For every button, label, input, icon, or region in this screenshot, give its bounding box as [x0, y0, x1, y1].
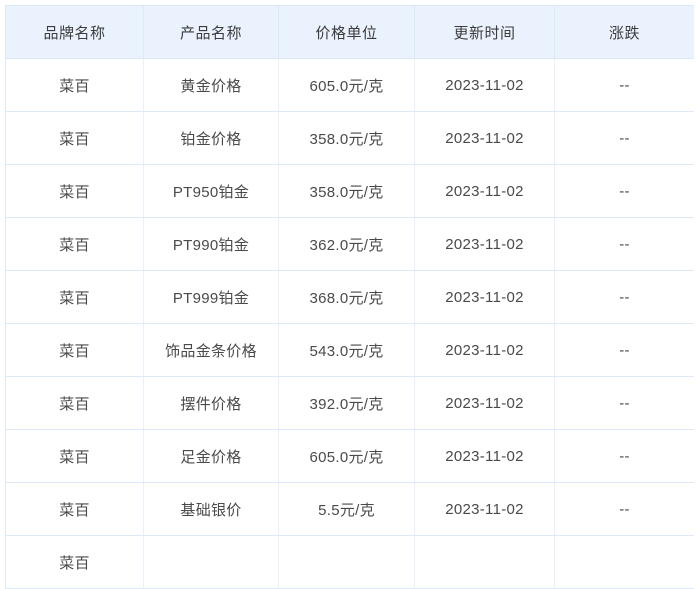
cell-update-time: 2023-11-02: [414, 217, 555, 271]
cell-product: 基础银价: [143, 482, 279, 536]
cell-brand: 菜百: [5, 164, 144, 218]
cell-brand: 菜百: [5, 535, 144, 589]
cell-product: 铂金价格: [143, 111, 279, 165]
table-row[interactable]: 菜百 铂金价格 358.0元/克 2023-11-02 --: [5, 111, 694, 165]
cell-price: [278, 535, 415, 589]
cell-price: 368.0元/克: [278, 270, 415, 324]
cell-change: --: [554, 58, 694, 112]
cell-update-time: 2023-11-02: [414, 270, 555, 324]
cell-change: --: [554, 111, 694, 165]
table-body: 菜百 黄金价格 605.0元/克 2023-11-02 -- 菜百 铂金价格 358.0元/克…: [5, 58, 694, 589]
cell-brand: 菜百: [5, 270, 144, 324]
gold-price-table: 品牌名称 产品名称 价格单位 更新时间 涨跌 菜百 黄金价格 605.0元/克 202…: [5, 5, 694, 589]
column-header-product[interactable]: 产品名称: [143, 5, 279, 59]
cell-product: PT999铂金: [143, 270, 279, 324]
table-row[interactable]: 菜百 基础银价 5.5元/克 2023-11-02 --: [5, 482, 694, 536]
cell-change: --: [554, 429, 694, 483]
cell-price: 543.0元/克: [278, 323, 415, 377]
cell-update-time: [414, 535, 555, 589]
cell-price: 358.0元/克: [278, 164, 415, 218]
cell-brand: 菜百: [5, 58, 144, 112]
cell-product: 黄金价格: [143, 58, 279, 112]
cell-brand: 菜百: [5, 429, 144, 483]
cell-brand: 菜百: [5, 323, 144, 377]
cell-price: 392.0元/克: [278, 376, 415, 430]
price-table-container: 品牌名称 产品名称 价格单位 更新时间 涨跌 菜百 黄金价格 605.0元/克 202…: [5, 5, 694, 589]
cell-update-time: 2023-11-02: [414, 482, 555, 536]
cell-price: 362.0元/克: [278, 217, 415, 271]
column-header-price[interactable]: 价格单位: [278, 5, 415, 59]
cell-price: 358.0元/克: [278, 111, 415, 165]
table-row[interactable]: 菜百 摆件价格 392.0元/克 2023-11-02 --: [5, 376, 694, 430]
cell-update-time: 2023-11-02: [414, 323, 555, 377]
cell-change: --: [554, 376, 694, 430]
table-header: 品牌名称 产品名称 价格单位 更新时间 涨跌: [5, 5, 694, 59]
column-header-brand[interactable]: 品牌名称: [5, 5, 144, 59]
table-row[interactable]: 菜百 黄金价格 605.0元/克 2023-11-02 --: [5, 58, 694, 112]
cell-price: 5.5元/克: [278, 482, 415, 536]
cell-update-time: 2023-11-02: [414, 164, 555, 218]
cell-update-time: 2023-11-02: [414, 111, 555, 165]
cell-update-time: 2023-11-02: [414, 376, 555, 430]
cell-update-time: 2023-11-02: [414, 58, 555, 112]
cell-brand: 菜百: [5, 376, 144, 430]
cell-brand: 菜百: [5, 111, 144, 165]
table-row[interactable]: 菜百 PT999铂金 368.0元/克 2023-11-02 --: [5, 270, 694, 324]
cell-change: --: [554, 482, 694, 536]
cell-change: --: [554, 323, 694, 377]
cell-price: 605.0元/克: [278, 429, 415, 483]
cell-change: --: [554, 217, 694, 271]
cell-change: --: [554, 164, 694, 218]
table-header-row: 品牌名称 产品名称 价格单位 更新时间 涨跌: [5, 5, 694, 59]
cell-product: 足金价格: [143, 429, 279, 483]
column-header-change[interactable]: 涨跌: [554, 5, 694, 59]
cell-brand: 菜百: [5, 482, 144, 536]
cell-product: PT990铂金: [143, 217, 279, 271]
cell-product: 饰品金条价格: [143, 323, 279, 377]
cell-price: 605.0元/克: [278, 58, 415, 112]
table-row[interactable]: 菜百 饰品金条价格 543.0元/克 2023-11-02 --: [5, 323, 694, 377]
table-row[interactable]: 菜百 足金价格 605.0元/克 2023-11-02 --: [5, 429, 694, 483]
table-row[interactable]: 菜百: [5, 535, 694, 589]
column-header-updated[interactable]: 更新时间: [414, 5, 555, 59]
table-row[interactable]: 菜百 PT990铂金 362.0元/克 2023-11-02 --: [5, 217, 694, 271]
cell-brand: 菜百: [5, 217, 144, 271]
cell-product: [143, 535, 279, 589]
cell-change: --: [554, 270, 694, 324]
cell-update-time: 2023-11-02: [414, 429, 555, 483]
cell-change: [554, 535, 694, 589]
cell-product: 摆件价格: [143, 376, 279, 430]
table-row[interactable]: 菜百 PT950铂金 358.0元/克 2023-11-02 --: [5, 164, 694, 218]
cell-product: PT950铂金: [143, 164, 279, 218]
